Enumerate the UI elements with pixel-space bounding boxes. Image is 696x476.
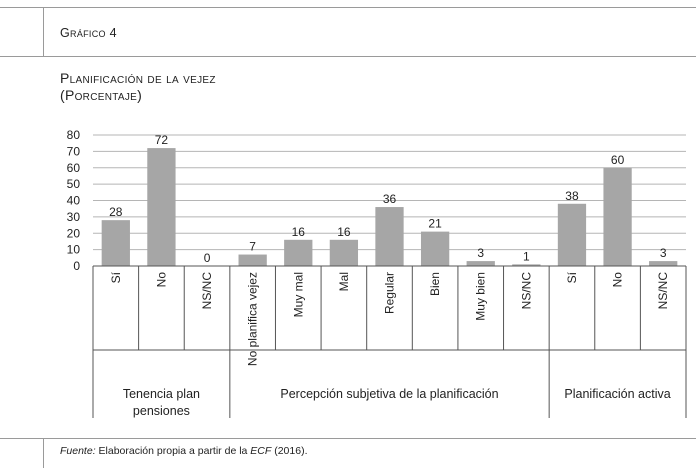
bar bbox=[101, 220, 130, 266]
category-label: Bien bbox=[428, 272, 442, 296]
data-label: 0 bbox=[204, 251, 211, 265]
bar bbox=[147, 148, 176, 266]
data-label: 3 bbox=[477, 246, 484, 260]
y-tick-label: 20 bbox=[67, 226, 81, 240]
left-rule-bottom bbox=[43, 438, 44, 468]
data-label: 36 bbox=[383, 192, 397, 206]
category-label: Muy mal bbox=[291, 272, 305, 317]
bar bbox=[329, 239, 359, 266]
y-tick-label: 60 bbox=[67, 161, 81, 175]
data-label: 16 bbox=[337, 225, 351, 239]
data-label: 72 bbox=[155, 133, 169, 147]
category-label: NS/NC bbox=[656, 272, 670, 310]
data-label: 28 bbox=[109, 205, 123, 219]
top-rule bbox=[0, 7, 696, 8]
source-year: (2016). bbox=[271, 445, 308, 457]
source-note: Fuente: Elaboración propia a partir de l… bbox=[60, 445, 307, 457]
category-label: No planifica vejez bbox=[246, 272, 260, 366]
data-label: 1 bbox=[523, 249, 530, 263]
y-tick-label: 0 bbox=[73, 259, 80, 273]
category-label: Mal bbox=[337, 272, 351, 291]
y-tick-label: 70 bbox=[67, 144, 81, 158]
category-label: Sí bbox=[109, 271, 123, 283]
group-label: pensiones bbox=[133, 404, 190, 418]
chart-title: Planificación de la vejez (Porcentaje) bbox=[60, 70, 216, 104]
source-label: Fuente: bbox=[60, 445, 96, 457]
data-label: 60 bbox=[611, 153, 625, 167]
figure-label: Gráfico 4 bbox=[60, 26, 117, 40]
source-dataset: ECF bbox=[250, 445, 272, 457]
y-tick-label: 30 bbox=[67, 210, 81, 224]
bar bbox=[603, 167, 632, 266]
category-label: NS/NC bbox=[519, 272, 533, 310]
bar bbox=[512, 264, 541, 266]
source-text: Elaboración propia a partir de la bbox=[95, 445, 251, 457]
bar bbox=[649, 261, 678, 266]
label-rule bbox=[0, 56, 696, 57]
data-label: 16 bbox=[292, 225, 306, 239]
bar bbox=[557, 203, 587, 266]
group-label: Planificación activa bbox=[564, 387, 670, 401]
category-label: No bbox=[154, 272, 168, 288]
category-label: Sí bbox=[565, 271, 579, 283]
bar bbox=[420, 231, 450, 266]
chart-title-line1: Planificación de la vejez bbox=[60, 70, 216, 86]
bar bbox=[238, 254, 267, 266]
category-label: No bbox=[611, 272, 625, 288]
y-tick-label: 80 bbox=[67, 128, 81, 142]
group-label: Tenencia plan bbox=[123, 387, 200, 401]
left-rule-top bbox=[43, 7, 44, 56]
group-label: Percepción subjetiva de la planificación bbox=[280, 387, 498, 401]
bar bbox=[375, 207, 404, 266]
bar-chart: 0 10 20 30 40 50 60 70 80 28 72 0 7 16 16 36 21 3 1 38 60 3 Sí… bbox=[67, 128, 687, 418]
bar bbox=[284, 239, 313, 266]
chart-title-line2: (Porcentaje) bbox=[60, 87, 143, 103]
y-tick-label: 40 bbox=[67, 194, 81, 208]
category-label: NS/NC bbox=[200, 272, 214, 310]
data-label: 7 bbox=[249, 240, 256, 254]
category-label: Regular bbox=[383, 272, 397, 314]
bottom-rule bbox=[0, 438, 696, 439]
data-label: 21 bbox=[428, 217, 442, 231]
category-label: Muy bien bbox=[474, 272, 488, 321]
y-tick-label: 50 bbox=[67, 177, 81, 191]
data-label: 38 bbox=[565, 189, 579, 203]
data-label: 3 bbox=[660, 246, 667, 260]
y-tick-label: 10 bbox=[67, 243, 81, 257]
bar bbox=[466, 261, 495, 266]
